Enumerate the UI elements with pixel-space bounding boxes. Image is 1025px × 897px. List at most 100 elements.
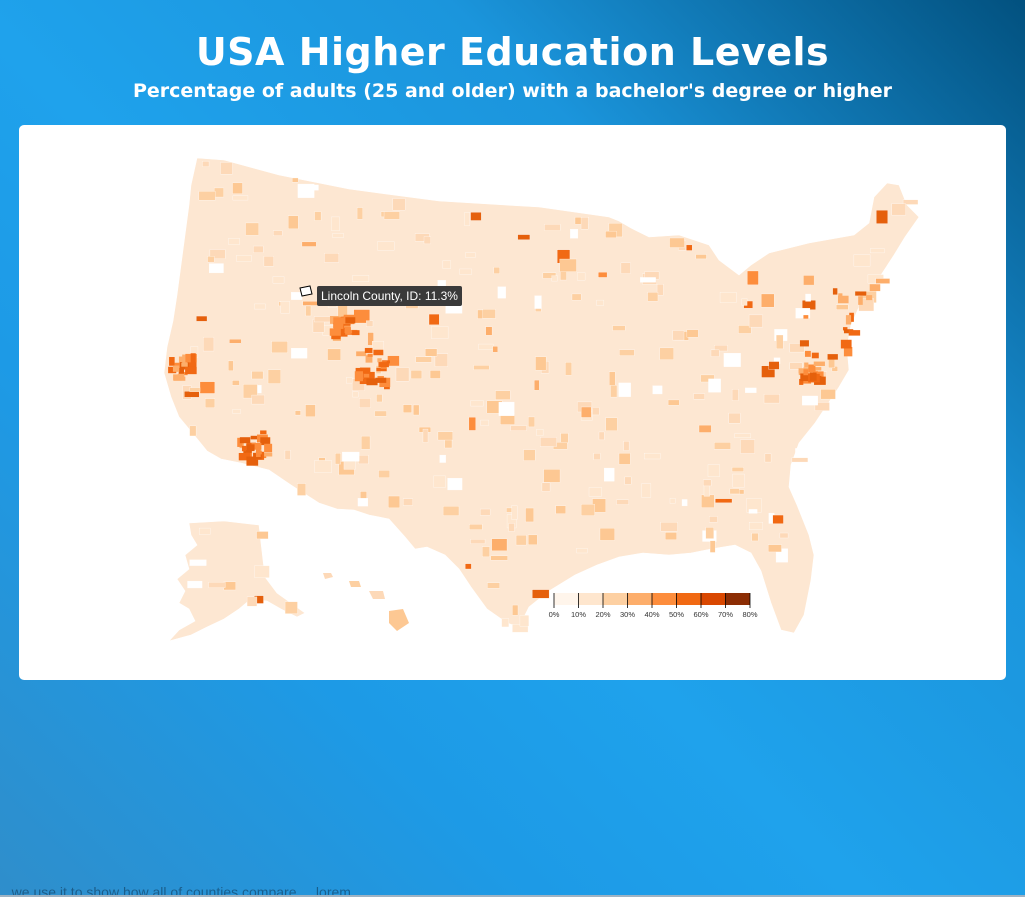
county-cell[interactable] — [305, 305, 312, 317]
county-cell[interactable] — [356, 207, 363, 220]
county-cell[interactable] — [555, 505, 566, 514]
county-cell[interactable] — [229, 338, 242, 344]
county-cell[interactable] — [375, 377, 387, 383]
county-cell[interactable] — [827, 354, 838, 360]
county-cell[interactable] — [849, 312, 854, 322]
county-cell[interactable] — [837, 295, 849, 304]
county-cell[interactable] — [775, 548, 788, 563]
county-cell[interactable] — [469, 524, 483, 530]
county-cell[interactable] — [255, 450, 262, 455]
county-cell[interactable] — [843, 346, 853, 357]
county-cell[interactable] — [242, 384, 258, 399]
county-cell[interactable] — [708, 378, 721, 393]
county-cell[interactable] — [437, 280, 446, 287]
county-cell[interactable] — [703, 479, 712, 487]
county-cell[interactable] — [619, 349, 635, 356]
county-cell[interactable] — [228, 238, 240, 245]
county-cell[interactable] — [761, 293, 775, 308]
county-cell[interactable] — [731, 389, 739, 401]
county-cell[interactable] — [358, 455, 369, 465]
county-cell[interactable] — [253, 245, 264, 253]
county-cell[interactable] — [314, 460, 332, 473]
county-cell[interactable] — [609, 371, 616, 386]
county-cell[interactable] — [264, 443, 273, 453]
county-cell[interactable] — [869, 284, 881, 292]
county-cell[interactable] — [392, 198, 406, 211]
county-cell[interactable] — [776, 334, 784, 350]
county-cell[interactable] — [214, 187, 224, 198]
county-cell[interactable] — [465, 563, 472, 570]
county-cell[interactable] — [891, 203, 906, 216]
county-cell[interactable] — [174, 362, 184, 368]
county-cell[interactable] — [672, 330, 685, 341]
county-cell[interactable] — [480, 419, 489, 426]
county-cell[interactable] — [705, 527, 714, 539]
county-cell[interactable] — [324, 253, 340, 263]
county-cell[interactable] — [840, 339, 852, 349]
county-cell[interactable] — [345, 328, 351, 335]
county-cell[interactable] — [656, 284, 664, 296]
county-cell[interactable] — [714, 442, 731, 450]
county-cell[interactable] — [260, 437, 271, 446]
county-cell[interactable] — [189, 387, 201, 392]
map-region-alaska[interactable] — [168, 520, 306, 642]
county-cell[interactable] — [273, 230, 283, 236]
county-cell[interactable] — [284, 450, 291, 460]
county-cell[interactable] — [470, 539, 486, 544]
county-cell[interactable] — [357, 498, 369, 507]
county-cell[interactable] — [734, 433, 751, 439]
county-cell[interactable] — [352, 330, 360, 336]
county-cell[interactable] — [220, 162, 233, 175]
county-cell[interactable] — [246, 444, 255, 452]
county-cell[interactable] — [803, 369, 809, 376]
county-cell[interactable] — [209, 263, 224, 274]
county-cell[interactable] — [866, 295, 873, 301]
county-cell[interactable] — [641, 483, 652, 498]
county-cell[interactable] — [493, 267, 500, 274]
county-cell[interactable] — [232, 409, 241, 414]
county-cell[interactable] — [359, 398, 371, 408]
county-cell[interactable] — [804, 362, 809, 368]
county-cell[interactable] — [593, 453, 601, 460]
county-cell[interactable] — [223, 581, 236, 591]
county-cell[interactable] — [433, 475, 446, 488]
county-cell[interactable] — [359, 378, 369, 385]
county-cell[interactable] — [808, 364, 816, 373]
county-cell[interactable] — [799, 340, 809, 347]
county-cell[interactable] — [805, 293, 811, 302]
county-cell[interactable] — [447, 478, 463, 491]
county-cell[interactable] — [294, 410, 301, 416]
county-cell[interactable] — [284, 601, 298, 614]
county-cell[interactable] — [345, 329, 358, 334]
county-cell[interactable] — [355, 367, 362, 372]
county-cell[interactable] — [596, 299, 604, 306]
county-cell[interactable] — [251, 443, 262, 450]
county-cell[interactable] — [423, 236, 431, 245]
county-cell[interactable] — [647, 292, 659, 302]
county-cell[interactable] — [366, 378, 378, 386]
county-cell[interactable] — [228, 360, 234, 371]
county-cell[interactable] — [605, 417, 618, 431]
county-cell[interactable] — [842, 327, 848, 331]
county-cell[interactable] — [845, 315, 852, 325]
map-region-contiguous-us[interactable] — [163, 157, 920, 634]
county-cell[interactable] — [485, 326, 493, 336]
county-cell[interactable] — [598, 271, 608, 278]
county-cell[interactable] — [618, 382, 631, 397]
county-cell[interactable] — [209, 249, 226, 259]
county-cell[interactable] — [576, 548, 588, 554]
county-cell[interactable] — [749, 522, 763, 530]
county-cell[interactable] — [560, 433, 569, 444]
county-cell[interactable] — [352, 391, 359, 398]
county-cell[interactable] — [729, 488, 740, 495]
county-cell[interactable] — [804, 350, 811, 357]
county-cell[interactable] — [208, 582, 226, 588]
county-cell[interactable] — [745, 387, 757, 393]
county-cell[interactable] — [181, 362, 188, 367]
county-cell[interactable] — [517, 234, 531, 240]
county-cell[interactable] — [519, 615, 530, 627]
county-cell[interactable] — [709, 516, 718, 523]
county-cell[interactable] — [747, 270, 759, 286]
county-cell[interactable] — [232, 380, 240, 386]
county-cell[interactable] — [442, 260, 451, 269]
